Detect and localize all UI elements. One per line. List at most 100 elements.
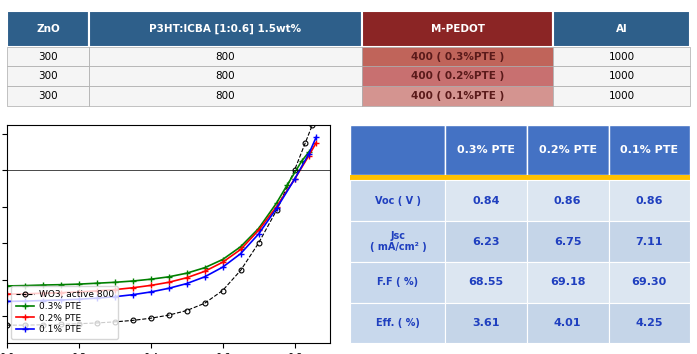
- WO3, active 800: [291, 168, 299, 172]
- FancyBboxPatch shape: [527, 303, 608, 343]
- 0.3% PTE: [21, 284, 29, 288]
- FancyBboxPatch shape: [89, 11, 362, 47]
- Text: Voc ( V ): Voc ( V ): [375, 196, 421, 206]
- Text: 6.75: 6.75: [554, 236, 581, 246]
- FancyBboxPatch shape: [608, 181, 690, 221]
- 0.1% PTE: [312, 135, 320, 139]
- Text: 400 ( 0.3%PTE ): 400 ( 0.3%PTE ): [411, 52, 505, 62]
- Text: 300: 300: [38, 91, 58, 101]
- 0.2% PTE: [183, 276, 191, 280]
- WO3, active 800: [111, 320, 119, 324]
- 0.1% PTE: [75, 297, 83, 301]
- FancyBboxPatch shape: [362, 86, 553, 106]
- FancyBboxPatch shape: [445, 262, 527, 303]
- 0.3% PTE: [298, 159, 306, 163]
- Text: 400 ( 0.2%PTE ): 400 ( 0.2%PTE ): [411, 71, 505, 81]
- FancyBboxPatch shape: [608, 303, 690, 343]
- Text: 1000: 1000: [608, 52, 635, 62]
- Text: 800: 800: [216, 52, 236, 62]
- FancyBboxPatch shape: [608, 221, 690, 262]
- 0.3% PTE: [305, 150, 313, 154]
- 0.1% PTE: [164, 286, 173, 290]
- Text: 1000: 1000: [608, 71, 635, 81]
- 0.3% PTE: [128, 279, 137, 283]
- FancyBboxPatch shape: [7, 67, 89, 86]
- Line: 0.2% PTE: 0.2% PTE: [3, 139, 319, 298]
- WO3, active 800: [164, 313, 173, 317]
- WO3, active 800: [254, 241, 263, 245]
- WO3, active 800: [21, 323, 29, 327]
- 0.2% PTE: [56, 291, 65, 295]
- FancyBboxPatch shape: [351, 175, 690, 181]
- 0.2% PTE: [3, 292, 11, 296]
- FancyBboxPatch shape: [553, 47, 690, 67]
- 0.1% PTE: [254, 232, 263, 236]
- 0.3% PTE: [3, 284, 11, 288]
- 0.3% PTE: [254, 227, 263, 231]
- 0.2% PTE: [273, 205, 281, 209]
- WO3, active 800: [146, 316, 155, 320]
- FancyBboxPatch shape: [608, 262, 690, 303]
- Text: 6.23: 6.23: [473, 236, 500, 246]
- 0.2% PTE: [164, 280, 173, 284]
- 0.3% PTE: [236, 245, 245, 249]
- FancyBboxPatch shape: [351, 303, 445, 343]
- WO3, active 800: [273, 208, 281, 212]
- WO3, active 800: [218, 289, 227, 293]
- 0.2% PTE: [111, 287, 119, 292]
- 0.1% PTE: [218, 265, 227, 269]
- Text: 0.2% PTE: 0.2% PTE: [539, 145, 597, 155]
- 0.2% PTE: [75, 290, 83, 294]
- FancyBboxPatch shape: [553, 67, 690, 86]
- Text: 68.55: 68.55: [468, 277, 504, 287]
- Text: 4.25: 4.25: [636, 318, 663, 328]
- WO3, active 800: [128, 318, 137, 322]
- 0.1% PTE: [111, 295, 119, 299]
- WO3, active 800: [201, 301, 209, 306]
- Line: WO3, active 800: WO3, active 800: [5, 122, 315, 327]
- 0.1% PTE: [93, 296, 101, 300]
- WO3, active 800: [75, 321, 83, 326]
- 0.2% PTE: [218, 260, 227, 264]
- Text: 800: 800: [216, 71, 236, 81]
- Text: 800: 800: [216, 91, 236, 101]
- Text: 4.01: 4.01: [554, 318, 581, 328]
- Text: 0.86: 0.86: [554, 196, 581, 206]
- Line: 0.1% PTE: 0.1% PTE: [3, 134, 319, 305]
- 0.2% PTE: [254, 228, 263, 233]
- Text: P3HT:ICBA [1:0.6] 1.5wt%: P3HT:ICBA [1:0.6] 1.5wt%: [149, 24, 302, 34]
- 0.3% PTE: [218, 257, 227, 262]
- 0.1% PTE: [21, 299, 29, 303]
- 0.2% PTE: [39, 291, 47, 295]
- FancyBboxPatch shape: [553, 86, 690, 106]
- WO3, active 800: [56, 322, 65, 326]
- 0.2% PTE: [291, 177, 299, 181]
- 0.3% PTE: [273, 201, 281, 205]
- FancyBboxPatch shape: [527, 221, 608, 262]
- 0.1% PTE: [3, 299, 11, 304]
- FancyBboxPatch shape: [362, 47, 553, 67]
- Text: 7.11: 7.11: [636, 236, 663, 246]
- FancyBboxPatch shape: [527, 125, 608, 175]
- Text: F.F ( %): F.F ( %): [377, 277, 418, 287]
- FancyBboxPatch shape: [445, 125, 527, 175]
- 0.3% PTE: [93, 281, 101, 285]
- WO3, active 800: [308, 122, 316, 127]
- Text: 0.84: 0.84: [473, 196, 500, 206]
- 0.1% PTE: [305, 152, 313, 156]
- 0.1% PTE: [273, 206, 281, 211]
- FancyBboxPatch shape: [362, 11, 553, 47]
- 0.1% PTE: [291, 177, 299, 181]
- FancyBboxPatch shape: [7, 11, 89, 47]
- Text: 0.86: 0.86: [636, 196, 663, 206]
- Text: 400 ( 0.1%PTE ): 400 ( 0.1%PTE ): [411, 91, 505, 101]
- FancyBboxPatch shape: [7, 86, 89, 106]
- Text: ZnO: ZnO: [36, 24, 60, 34]
- 0.3% PTE: [183, 271, 191, 275]
- FancyBboxPatch shape: [527, 181, 608, 221]
- 0.3% PTE: [75, 282, 83, 286]
- 0.1% PTE: [39, 298, 47, 303]
- 0.1% PTE: [56, 298, 65, 302]
- 0.3% PTE: [283, 183, 291, 187]
- 0.2% PTE: [93, 289, 101, 293]
